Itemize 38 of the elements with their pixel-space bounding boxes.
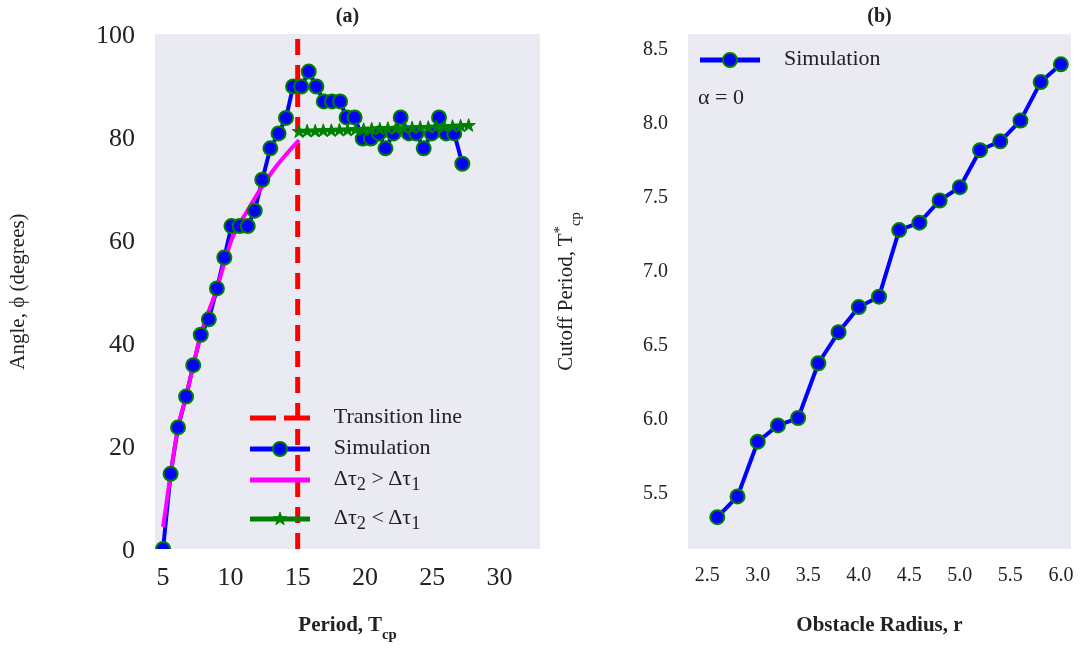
chart-title: (a)	[335, 4, 360, 26]
x-tick-label: 15	[284, 562, 311, 592]
legend-label: Δτ$_{2}$ < Δτ$_{1}$	[333, 503, 421, 533]
y-tick-label: 40	[109, 329, 135, 359]
x-tick-label: 4.0	[846, 563, 872, 586]
x-tick-label: 20	[352, 562, 378, 592]
x-tick-label: 2.5	[694, 563, 720, 586]
y-tick-label: 80	[109, 123, 135, 153]
y-tick-label: 7.5	[643, 185, 668, 208]
x-tick-label: 5.5	[997, 563, 1023, 586]
y-tick-label: 0	[122, 535, 135, 565]
chart-title: (b)	[867, 4, 892, 26]
x-tick-label: 30	[486, 562, 513, 592]
x-tick-label: 10	[217, 562, 244, 592]
y-axis-title: Angle, ϕ (degrees)	[5, 213, 29, 370]
legend-label: Simulation	[333, 434, 431, 460]
x-tick-label: 4.5	[896, 563, 922, 586]
y-tick-label: 7.0	[643, 259, 668, 282]
y-tick-label: 6.0	[643, 407, 668, 430]
y-tick-label: 6.5	[643, 333, 668, 356]
y-tick-label: 5.5	[643, 481, 668, 504]
x-tick-label: 3.0	[745, 563, 771, 586]
x-tick-label: 25	[419, 562, 446, 592]
ref-line-label: Transition line	[333, 403, 462, 429]
legend-label: Δτ$_{2}$ > Δτ$_{1}$	[333, 465, 421, 495]
y-tick-label: 8.5	[643, 37, 668, 60]
annotation: α = 0	[698, 84, 744, 109]
x-axis-title: Obstacle Radius, r	[796, 612, 963, 636]
x-axis-title: Period, T$_{cp}$	[298, 612, 397, 642]
x-tick-label: 5.0	[947, 563, 973, 586]
y-tick-label: 100	[96, 20, 135, 50]
x-tick-label: 6.0	[1048, 563, 1074, 586]
x-tick-label: 5	[156, 562, 170, 592]
legend-label: Simulation	[784, 45, 881, 70]
y-tick-label: 20	[109, 432, 135, 462]
y-tick-label: 60	[109, 226, 135, 256]
x-tick-label: 3.5	[795, 563, 821, 586]
y-tick-label: 8.0	[643, 111, 668, 134]
